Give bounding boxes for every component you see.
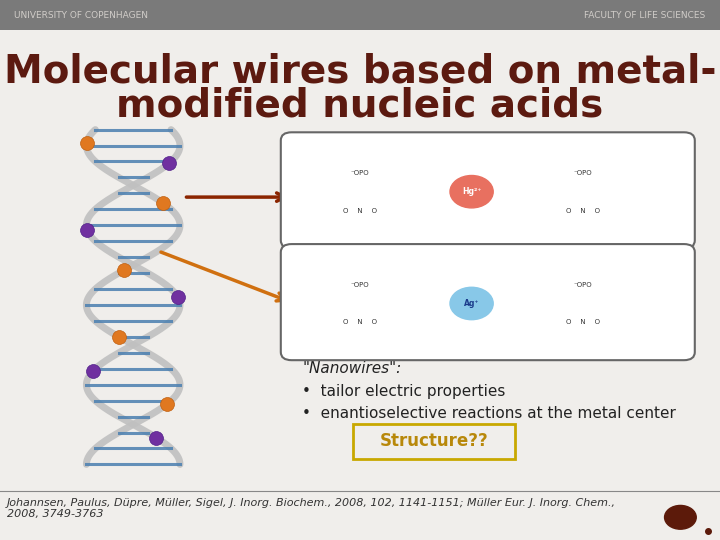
Text: Johannsen, Paulus, Düpre, Müller, Sigel, J. Inorg. Biochem., 2008, 102, 1141-115: Johannsen, Paulus, Düpre, Müller, Sigel,… xyxy=(7,498,616,519)
Text: Structure??: Structure?? xyxy=(379,432,489,450)
Text: ⁻OPO: ⁻OPO xyxy=(351,170,369,176)
Circle shape xyxy=(450,176,493,208)
FancyBboxPatch shape xyxy=(0,0,720,30)
Text: Hg²⁺: Hg²⁺ xyxy=(462,187,481,196)
Text: modified nucleic acids: modified nucleic acids xyxy=(117,86,603,124)
Text: •  enantioselective reactions at the metal center: • enantioselective reactions at the meta… xyxy=(302,406,676,421)
FancyBboxPatch shape xyxy=(281,132,695,248)
FancyBboxPatch shape xyxy=(281,244,695,360)
Text: •  tailor electric properties: • tailor electric properties xyxy=(302,384,505,399)
Circle shape xyxy=(450,287,493,320)
Text: O    N    O: O N O xyxy=(566,207,600,214)
Text: FACULTY OF LIFE SCIENCES: FACULTY OF LIFE SCIENCES xyxy=(585,11,706,19)
Text: ⁻OPO: ⁻OPO xyxy=(574,281,593,288)
Text: ⁻OPO: ⁻OPO xyxy=(351,281,369,288)
Text: Molecular wires based on metal-: Molecular wires based on metal- xyxy=(4,52,716,90)
Text: UNIVERSITY OF COPENHAGEN: UNIVERSITY OF COPENHAGEN xyxy=(14,11,148,19)
FancyBboxPatch shape xyxy=(353,424,515,459)
Text: O    N    O: O N O xyxy=(343,207,377,214)
Circle shape xyxy=(665,505,696,529)
Text: O    N    O: O N O xyxy=(343,319,377,326)
Text: ⁻OPO: ⁻OPO xyxy=(574,170,593,176)
Text: "Nanowires":: "Nanowires": xyxy=(302,361,402,376)
Text: O    N    O: O N O xyxy=(566,319,600,326)
Text: Ag⁺: Ag⁺ xyxy=(464,299,480,308)
